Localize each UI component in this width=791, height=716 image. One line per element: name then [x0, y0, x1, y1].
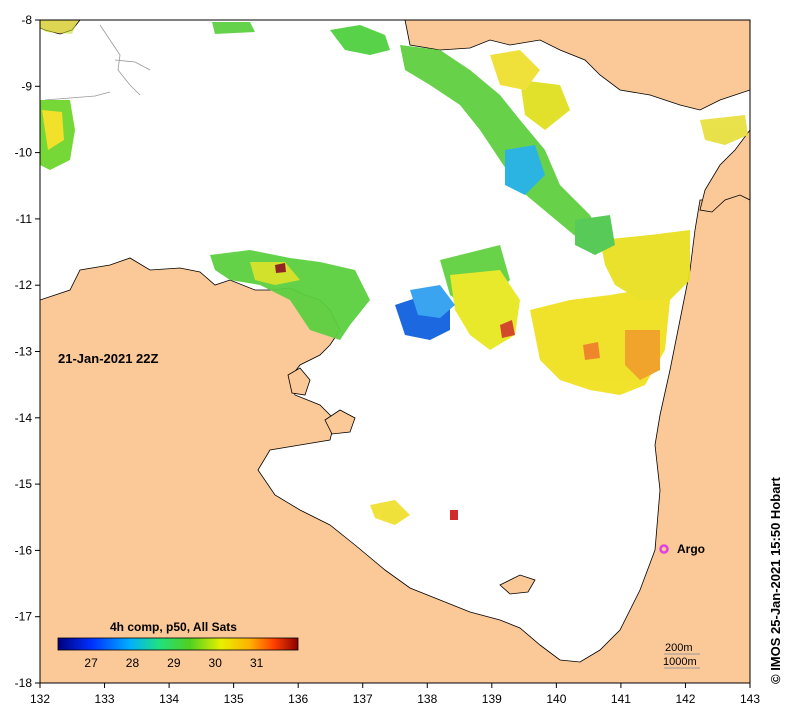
- y-axis: -8 -9 -10 -11 -12 -13 -14 -15 -16 -17 -18: [15, 13, 40, 690]
- x-tick-label: 138: [417, 692, 437, 706]
- island-small-1: [324, 409, 356, 435]
- colorbar-tick-label: 29: [167, 656, 181, 670]
- credit-text: © IMOS 25-Jan-2021 15:50 Hobart: [768, 477, 783, 684]
- argo-marker[interactable]: Argo: [659, 542, 706, 556]
- colorbar-gradient: [57, 637, 299, 651]
- depth-label-200m: 200m: [665, 642, 693, 654]
- colorbar-title: 4h comp, p50, All Sats: [110, 620, 237, 634]
- land-cape-york: [699, 129, 750, 213]
- x-tick-label: 136: [288, 692, 308, 706]
- colorbar: 4h comp, p50, All Sats 27 28 29 30 31: [57, 620, 299, 670]
- y-tick-label: -14: [15, 411, 33, 425]
- y-tick-label: -15: [15, 477, 33, 491]
- x-axis: 132 133 134 135 136 137 138 139 140 141 142 143: [30, 683, 760, 706]
- colorbar-tick-label: 31: [250, 656, 264, 670]
- x-tick-label: 139: [482, 692, 502, 706]
- x-tick-label: 142: [675, 692, 695, 706]
- y-tick-label: -16: [15, 543, 33, 557]
- island-mornington: [499, 574, 536, 595]
- island-groote: [287, 367, 311, 396]
- colorbar-tick-label: 30: [209, 656, 223, 670]
- depth-legend: 200m 1000m: [663, 642, 700, 669]
- y-tick-label: -9: [21, 79, 32, 93]
- sst-patches: [40, 20, 748, 525]
- x-tick-label: 133: [95, 692, 115, 706]
- x-tick-label: 134: [159, 692, 179, 706]
- y-tick-label: -13: [15, 345, 33, 359]
- colorbar-tick-label: 28: [126, 656, 140, 670]
- x-tick-label: 132: [30, 692, 50, 706]
- x-tick-label: 141: [611, 692, 631, 706]
- land-northern-territory: [40, 174, 750, 683]
- depth-label-1000m: 1000m: [663, 656, 697, 668]
- land-new-guinea: [404, 20, 750, 111]
- colorbar-tick-label: 27: [84, 656, 98, 670]
- y-tick-label: -17: [15, 610, 33, 624]
- x-tick-label: 137: [353, 692, 373, 706]
- y-tick-label: -12: [15, 278, 33, 292]
- argo-label: Argo: [677, 542, 705, 556]
- y-tick-label: -11: [16, 212, 33, 226]
- y-tick-label: -8: [21, 13, 32, 27]
- timestamp-label: 21-Jan-2021 22Z: [58, 351, 159, 366]
- x-tick-label: 135: [224, 692, 244, 706]
- x-tick-label: 143: [740, 692, 760, 706]
- x-tick-label: 140: [546, 692, 566, 706]
- y-tick-label: -10: [15, 146, 33, 160]
- y-tick-label: -18: [15, 676, 33, 690]
- depth-contour: [44, 24, 151, 101]
